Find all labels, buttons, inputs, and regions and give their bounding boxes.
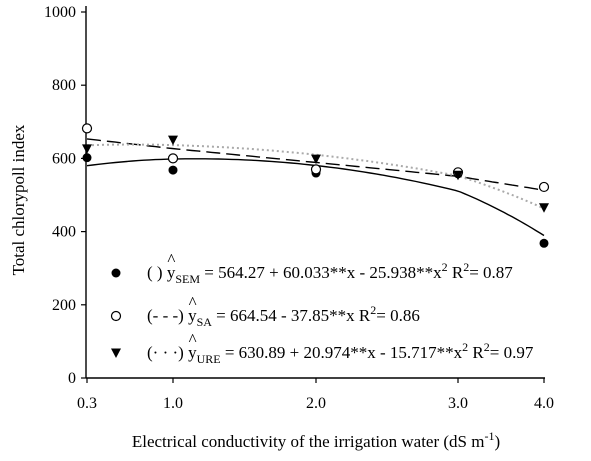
x-tick-label: 2.0 [306, 395, 326, 412]
legend-line-style: ( ) [147, 263, 167, 282]
legend-subscript: SA [197, 315, 213, 329]
y-axis-title: Total chlorypoll index [9, 124, 28, 275]
legend-label-sa: (- - -) ySA = 664.54 - 37.85**x R2= 0.86 [147, 303, 420, 329]
legend-hat-mark: ^ [167, 250, 175, 269]
legend-equation: = 664.54 - 37.85**x [212, 306, 355, 325]
data-point-sa [310, 164, 322, 175]
data-point-sem [539, 238, 549, 248]
legend-subscript: SEM [175, 272, 200, 286]
legend-line-style: (- - -) [147, 306, 188, 325]
legend-r2-label: R [355, 306, 371, 325]
data-point-sa [167, 153, 179, 164]
x-tick-label: 4.0 [534, 395, 554, 412]
y-tick-label: 400 [52, 224, 76, 241]
x-axis-title-main: Electrical conductivity of the irrigatio… [132, 432, 485, 451]
legend: ( ) ySEM = 564.27 + 60.033**x - 25.938**… [110, 250, 534, 366]
legend-y-symbol: y [188, 306, 197, 325]
trend-line-ure [86, 143, 545, 210]
x-axis-title-end: ) [494, 432, 500, 451]
legend-entry-ure: (· · ·) yURE = 630.89 + 20.974**x - 15.7… [111, 330, 534, 366]
trend-lines [86, 138, 545, 237]
legend-y-symbol: y [188, 343, 197, 362]
legend-r2-label: R [468, 343, 484, 362]
data-point-sem [82, 153, 92, 163]
x-axis-title-sup: -1 [484, 429, 494, 443]
data-point-ure [453, 170, 463, 181]
legend-line-style: (· · ·) [147, 343, 188, 362]
data-point-ure [168, 135, 178, 146]
data-point-sa [538, 181, 550, 193]
legend-exponent: 2 [462, 340, 468, 354]
legend-exponent: 2 [442, 260, 448, 274]
trend-line-sem [86, 158, 545, 237]
y-tick-label: 0 [68, 370, 76, 387]
y-tick-label: 600 [52, 150, 76, 167]
y-tick-label: 1000 [44, 4, 76, 21]
legend-hat-mark: ^ [189, 330, 197, 349]
data-point-ure [311, 154, 321, 165]
legend-r2-sup: 2 [484, 340, 490, 354]
x-axis-title: Electrical conductivity of the irrigatio… [132, 429, 500, 451]
legend-r2-value: = 0.86 [376, 306, 420, 325]
y-tick-label: 800 [52, 77, 76, 94]
x-tick-label: 0.3 [77, 395, 97, 412]
legend-r2-sup: 2 [463, 260, 469, 274]
legend-hat-mark: ^ [189, 293, 197, 312]
legend-y-symbol: y [167, 263, 176, 282]
legend-equation: = 630.89 + 20.974**x - 15.717**x [221, 343, 463, 362]
data-point-ure [539, 203, 549, 213]
legend-marker-ure [111, 348, 121, 358]
trend-line-sa [86, 138, 545, 191]
legend-marker-sem [111, 268, 121, 278]
data-points [81, 123, 550, 248]
data-point-sem [168, 165, 178, 175]
x-tick-label: 1.0 [163, 395, 183, 412]
x-ticks: 0.3 1.0 2.0 3.0 4.0 [77, 378, 554, 412]
legend-r2-label: R [448, 263, 464, 282]
legend-entry-sa: (- - -) ySA = 664.54 - 37.85**x R2= 0.86… [110, 293, 420, 329]
legend-marker-sa [110, 310, 122, 322]
data-point-sa [81, 123, 93, 134]
x-tick-label: 3.0 [448, 395, 468, 412]
legend-subscript: URE [197, 352, 221, 366]
y-ticks: 0 200 400 600 800 1000 [44, 4, 86, 387]
legend-r2-value: = 0.87 [469, 263, 513, 282]
legend-label-ure: (· · ·) yURE = 630.89 + 20.974**x - 15.7… [147, 340, 534, 366]
data-point-ure [82, 144, 92, 154]
legend-r2-value: = 0.97 [490, 343, 534, 362]
y-tick-label: 200 [52, 297, 76, 314]
legend-r2-sup: 2 [370, 303, 376, 317]
legend-equation: = 564.27 + 60.033**x - 25.938**x [200, 263, 442, 282]
legend-label-sem: ( ) ySEM = 564.27 + 60.033**x - 25.938**… [147, 260, 513, 286]
legend-entry-sem: ( ) ySEM = 564.27 + 60.033**x - 25.938**… [111, 250, 513, 286]
